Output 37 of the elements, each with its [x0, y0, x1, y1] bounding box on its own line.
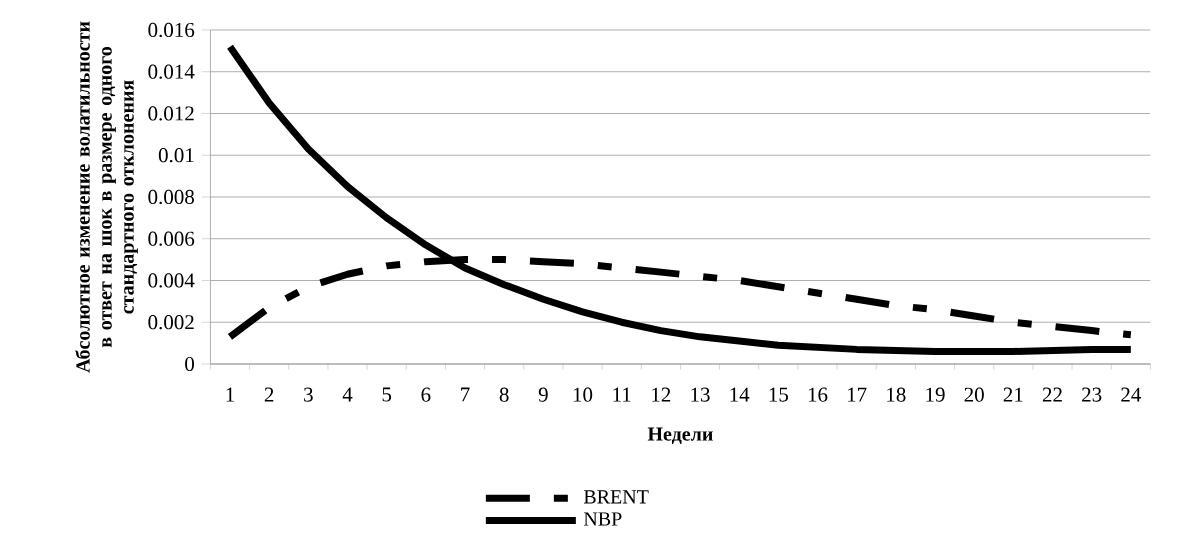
y-tick-label: 0.002	[148, 315, 194, 330]
x-tick-label: 16	[808, 387, 828, 402]
x-tick-label: 22	[1042, 387, 1062, 402]
x-tick-label: 7	[461, 387, 470, 402]
x-tick-label: 2	[264, 387, 274, 402]
x-tick-label: 24	[1121, 387, 1141, 402]
y-tick-label: 0.004	[148, 273, 195, 288]
x-tick-label: 12	[652, 387, 671, 402]
x-tick-label: 11	[613, 387, 631, 402]
x-tick-label: 13	[691, 387, 710, 402]
x-tick-label: 6	[421, 387, 431, 402]
x-tick-label: 23	[1082, 387, 1102, 402]
x-tick-label: 5	[382, 387, 392, 402]
x-tick-label: 4	[342, 387, 353, 402]
x-tick-label: 21	[1003, 387, 1023, 402]
y-tick-label: 0.008	[148, 189, 195, 205]
legend-label: BRENT	[583, 490, 649, 504]
x-tick-label: 14	[730, 387, 750, 402]
x-tick-label: 1	[226, 387, 234, 402]
y-tick-label: 0.006	[148, 231, 195, 246]
x-axis-title: Недели	[647, 427, 713, 445]
y-axis-title: Абсолютное изменение волатильности в ответ на шок в размере одного стандартного отклонения	[75, 21, 138, 373]
y-tick-label: 0	[185, 356, 195, 372]
y-tick-label: 0.01	[158, 148, 194, 163]
x-tick-label: 3	[304, 387, 313, 402]
x-tick-label: 18	[887, 387, 906, 402]
x-tick-label: 19	[926, 387, 945, 402]
x-tick-label: 8	[499, 387, 509, 402]
y-tick-label: 0.016	[148, 22, 195, 38]
x-tick-label: 15	[769, 387, 788, 402]
x-tick-label: 9	[538, 387, 548, 402]
x-tick-label: 10	[573, 387, 593, 402]
x-tick-label: 17	[848, 387, 867, 402]
y-tick-label: 0.012	[148, 106, 194, 121]
x-tick-label: 20	[964, 387, 984, 402]
legend-label: NBP	[583, 512, 622, 526]
y-tick-label: 0.014	[148, 64, 195, 79]
